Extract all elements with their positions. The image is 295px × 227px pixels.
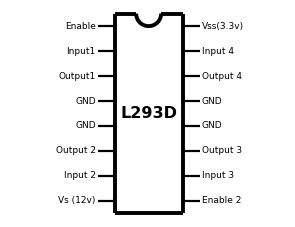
Text: Input1: Input1 (66, 47, 96, 56)
Text: Vs (12v): Vs (12v) (58, 196, 96, 205)
Bar (114, 14, 183, 213)
Text: Input 4: Input 4 (201, 47, 234, 56)
Text: Output 4: Output 4 (201, 72, 242, 81)
Polygon shape (136, 14, 161, 26)
Text: Output1: Output1 (58, 72, 96, 81)
Text: Enable: Enable (65, 22, 96, 31)
Text: Output 2: Output 2 (56, 146, 96, 155)
Text: Enable 2: Enable 2 (201, 196, 241, 205)
Text: L293D: L293D (120, 106, 177, 121)
Text: Input 3: Input 3 (201, 171, 234, 180)
Text: Input 2: Input 2 (64, 171, 96, 180)
Text: Vss(3.3v): Vss(3.3v) (201, 22, 244, 31)
Text: Output 3: Output 3 (201, 146, 242, 155)
Text: GND: GND (201, 121, 222, 131)
Text: GND: GND (75, 121, 96, 131)
Text: GND: GND (75, 96, 96, 106)
Text: GND: GND (201, 96, 222, 106)
